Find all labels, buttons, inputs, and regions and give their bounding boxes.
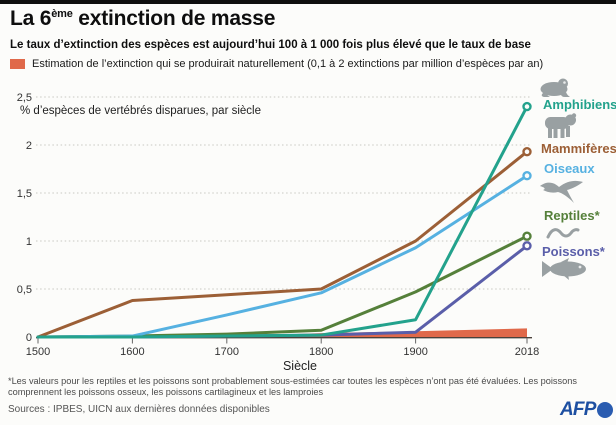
bear-icon	[545, 113, 577, 138]
series-endpoint-oiseaux	[522, 171, 532, 181]
y-tick-label: 2,5	[17, 92, 32, 104]
series-line-amphibiens	[36, 105, 529, 339]
y-axis-title: % d’espèces de vertébrés disparues, par …	[20, 105, 261, 117]
footnote: *Les valeurs pour les reptiles et les po…	[8, 376, 577, 397]
x-tick-label: 2018	[515, 346, 539, 358]
snake-icon	[546, 228, 580, 239]
x-tick-label: 1900	[403, 346, 427, 358]
series-line-reptiles	[36, 234, 529, 339]
legend-swatch	[10, 59, 25, 69]
eagle-icon	[540, 180, 583, 203]
series-endpoint-amphibiens	[522, 101, 532, 112]
series-endpoint-reptiles	[522, 231, 532, 241]
legend-label-mammiferes: Mammifères	[541, 141, 616, 156]
legend-label: Estimation de l’extinction qui se produi…	[32, 58, 544, 70]
title-superscript: ème	[51, 8, 73, 20]
legend-label-oiseaux: Oiseaux	[544, 161, 595, 176]
top-border	[0, 0, 616, 4]
y-tick-label: 0,5	[17, 284, 32, 296]
y-tick-label: 1,5	[17, 188, 32, 200]
sources-line: Sources : IPBES, UICN aux dernières donn…	[8, 404, 270, 415]
fish-icon	[542, 258, 586, 280]
y-tick-label: 1	[26, 236, 32, 248]
x-tick-label: 1700	[215, 346, 239, 358]
legend-label-poissons: Poissons*	[542, 244, 605, 259]
legend-label-amphibiens: Amphibiens	[543, 97, 616, 112]
series-endpoint-mammifères	[522, 147, 532, 157]
y-tick-label: 0	[26, 332, 32, 344]
subtitle: Le taux d’extinction des espèces est auj…	[10, 39, 531, 51]
natural-extinction-legend: Estimation de l’extinction qui se produi…	[10, 58, 612, 70]
page-title: La 6ème extinction de masse	[10, 7, 276, 30]
x-axis-title: Siècle	[283, 359, 317, 373]
x-tick-label: 1600	[120, 346, 144, 358]
x-tick-label: 1500	[26, 346, 50, 358]
afp-logo: AFP	[560, 399, 613, 421]
afp-logo-globe-icon	[596, 402, 613, 418]
series-line-oiseaux	[36, 174, 529, 339]
afp-logo-text: AFP	[560, 399, 596, 420]
extinction-line-chart: 0 0,5 1 1,5 2 2,5% d’espèces de vertébrés dis…	[17, 92, 540, 373]
frog-icon	[540, 78, 570, 97]
x-tick-label: 1800	[309, 346, 333, 358]
y-tick-label: 2	[26, 140, 32, 152]
series-line-mammifères	[36, 150, 529, 339]
series-endpoint-poissons	[522, 241, 532, 251]
legend-label-reptiles: Reptiles*	[544, 208, 600, 223]
